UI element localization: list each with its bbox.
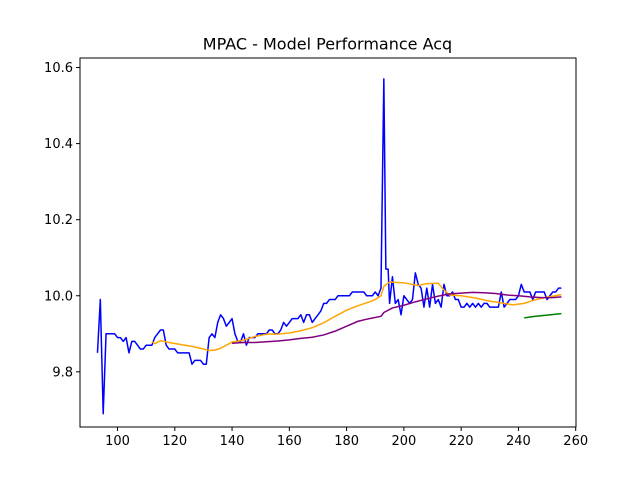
series-line-2: [151, 281, 562, 352]
x-tick-label: 220: [449, 434, 474, 449]
plot-area: [96, 78, 562, 415]
x-tick-label: 120: [162, 434, 187, 449]
y-tick-label: 10.0: [44, 289, 73, 304]
y-tick-label: 10.6: [44, 61, 73, 76]
x-tick-label: 180: [334, 434, 359, 449]
series-line-1: [96, 78, 562, 415]
x-tick-label: 140: [220, 434, 245, 449]
chart-title: MPAC - Model Performance Acq: [203, 35, 452, 54]
x-tick-label: 160: [277, 434, 302, 449]
series-line-4: [524, 312, 562, 319]
x-tick-label: 260: [563, 434, 588, 449]
y-tick-label: 9.8: [52, 365, 73, 380]
x-tick-label: 100: [105, 434, 130, 449]
x-axis: 100 120 140 160 180 200 220 240 260: [105, 427, 588, 449]
y-tick-label: 10.2: [44, 213, 73, 228]
plot-frame: [79, 57, 577, 428]
x-tick-label: 200: [391, 434, 416, 449]
y-axis: 9.8 10.0 10.2 10.4 10.6: [44, 61, 80, 380]
x-tick-label: 240: [506, 434, 531, 449]
series-line-3: [232, 291, 562, 345]
y-tick-label: 10.4: [44, 137, 73, 152]
